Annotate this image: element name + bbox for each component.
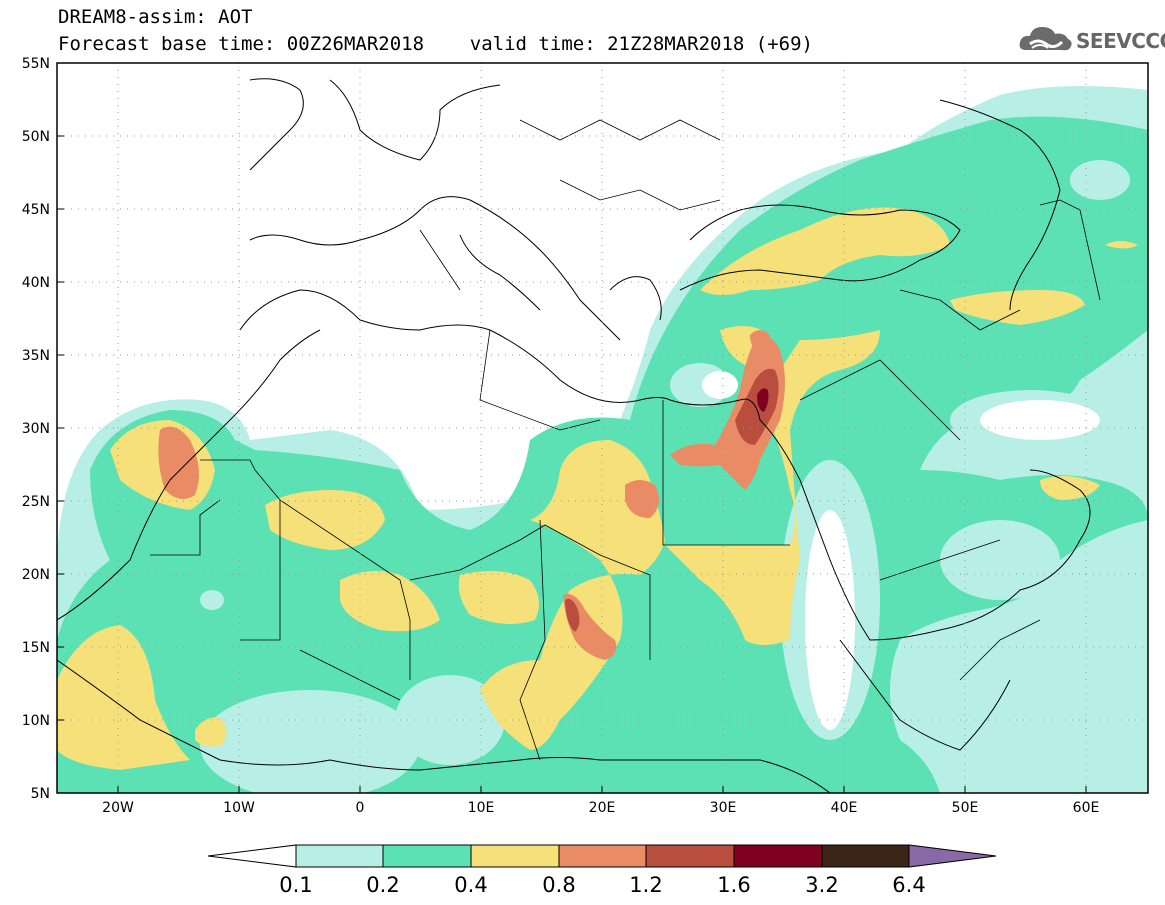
aot-band-0.8	[158, 330, 785, 660]
graticule	[57, 63, 1148, 793]
colorbar-box	[470, 844, 560, 868]
lon-label: 60E	[1073, 800, 1100, 816]
lat-label: 45N	[22, 202, 50, 218]
lat-label: 40N	[22, 275, 50, 291]
seevccc-logo: SEEVCCC	[1018, 22, 1165, 58]
colorbar-label: 3.2	[805, 873, 838, 897]
lat-label: 35N	[22, 348, 50, 364]
colorbar-box	[821, 844, 910, 868]
tick-marks	[57, 62, 1087, 794]
colorbar: 0.1 0.2 0.4 0.8 1.2 1.6 3.2 6.4	[207, 844, 997, 897]
title-line-2: Forecast base time: 00Z26MAR2018 valid t…	[58, 33, 813, 55]
lat-label: 55N	[22, 56, 50, 72]
aot-band-1.6	[757, 388, 769, 412]
lon-labels: 20W 10W 0 10E 20E 30E 40E 50E 60E	[102, 800, 1099, 816]
colorbar-label: 6.4	[892, 873, 925, 897]
lon-label: 10W	[223, 800, 255, 816]
lat-label: 20N	[22, 567, 50, 583]
coastlines	[57, 78, 1091, 793]
colorbar-box	[558, 844, 647, 868]
lon-label: 40E	[831, 800, 858, 816]
aot-band-1.2	[565, 368, 779, 632]
lat-labels: 55N 50N 45N 40N 35N 30N 25N 20N 15N 10N …	[22, 56, 50, 802]
title-line-1: DREAM8-assim: AOT	[58, 6, 253, 28]
colorbar-label: 1.6	[717, 873, 750, 897]
colorbar-high-arrow	[908, 844, 997, 868]
lat-label: 15N	[22, 640, 50, 656]
colorbar-box	[733, 844, 823, 868]
colorbar-label: 0.1	[279, 873, 312, 897]
aot-band-0.4	[57, 207, 1138, 770]
colorbar-label: 1.2	[629, 873, 662, 897]
lat-label: 30N	[22, 421, 50, 437]
lat-label: 10N	[22, 713, 50, 729]
lon-label: 20E	[589, 800, 616, 816]
colorbar-box	[645, 844, 735, 868]
cloud-icon	[1019, 27, 1072, 51]
colorbar-box	[382, 844, 472, 868]
lat-label: 50N	[22, 129, 50, 145]
colorbar-label: 0.4	[454, 873, 487, 897]
aot-field	[57, 63, 1148, 793]
colorbar-label: 0.2	[366, 873, 399, 897]
colorbar-box	[295, 844, 384, 868]
lat-label: 5N	[31, 786, 50, 802]
lon-label: 20W	[102, 800, 134, 816]
lon-label: 50E	[952, 800, 979, 816]
lon-label: 10E	[468, 800, 495, 816]
lon-label: 30E	[710, 800, 737, 816]
borders	[150, 119, 1101, 761]
logo-text: SEEVCCC	[1076, 29, 1165, 53]
lat-label: 25N	[22, 494, 50, 510]
colorbar-label: 0.8	[542, 873, 575, 897]
aot-clear-patches	[702, 371, 1100, 730]
lon-label: 0	[356, 800, 365, 816]
colorbar-low-arrow	[207, 844, 297, 868]
